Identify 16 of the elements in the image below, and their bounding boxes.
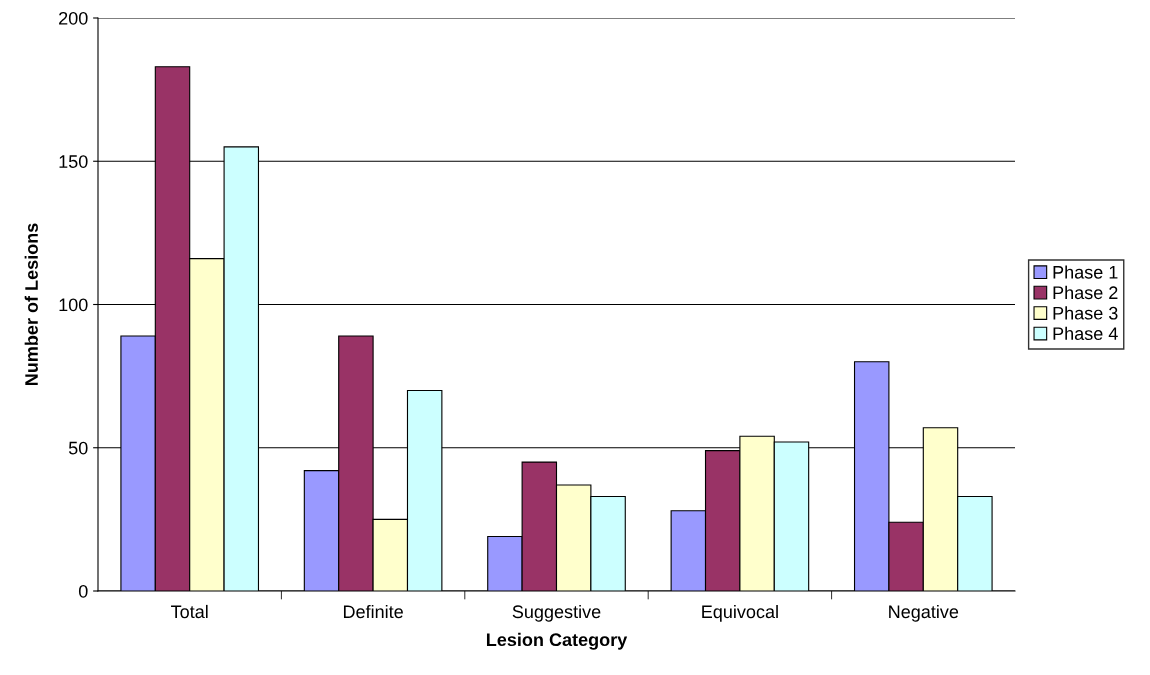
legend-label: Phase 1 (1053, 265, 1118, 279)
x-tick-label: Negative (889, 604, 959, 622)
y-tick-label: 200 (59, 11, 88, 25)
y-tick-label: 150 (59, 155, 88, 168)
x-axis-title: Lesion Category (486, 632, 628, 650)
y-axis-title: Number of Lesions (24, 223, 38, 386)
x-tick-label: Equivocal (702, 604, 778, 622)
legend-label: Phase 4 (1053, 326, 1118, 341)
x-tick-label: Total (171, 604, 208, 619)
legend-label: Phase 3 (1053, 306, 1118, 320)
x-tick-label: Suggestive (512, 604, 601, 622)
y-tick-label: 50 (68, 441, 88, 455)
x-tick-label: Definite (343, 604, 403, 619)
legend-label: Phase 2 (1053, 285, 1118, 300)
y-tick-label: 100 (59, 298, 88, 312)
y-tick-label: 0 (78, 584, 88, 598)
